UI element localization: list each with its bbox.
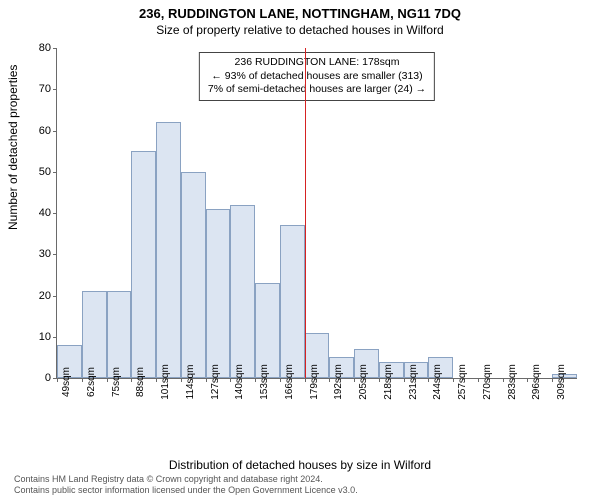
x-tick-label: 88sqm	[135, 367, 146, 397]
y-tick-mark	[53, 296, 57, 297]
x-tick-mark	[57, 378, 58, 382]
x-tick-label: 244sqm	[432, 364, 443, 400]
y-tick-label: 50	[39, 166, 51, 178]
x-tick-mark	[478, 378, 479, 382]
footer-line2: Contains public sector information licen…	[14, 485, 358, 496]
y-tick-label: 30	[39, 248, 51, 260]
y-tick-mark	[53, 89, 57, 90]
chart-title: 236, RUDDINGTON LANE, NOTTINGHAM, NG11 7…	[0, 0, 600, 21]
x-tick-mark	[305, 378, 306, 382]
footer-attribution: Contains HM Land Registry data © Crown c…	[14, 474, 358, 496]
x-tick-label: 283sqm	[507, 364, 518, 400]
bar	[280, 225, 305, 378]
bar	[82, 291, 107, 378]
x-tick-mark	[428, 378, 429, 382]
annotation-line2: ← 93% of detached houses are smaller (31…	[208, 70, 426, 84]
annotation-line3: 7% of semi-detached houses are larger (2…	[208, 83, 426, 97]
y-tick-mark	[53, 131, 57, 132]
x-tick-label: 114sqm	[185, 365, 196, 400]
x-tick-mark	[206, 378, 207, 382]
x-tick-label: 270sqm	[482, 364, 493, 400]
x-tick-mark	[131, 378, 132, 382]
x-tick-mark	[156, 378, 157, 382]
y-axis-label: Number of detached properties	[6, 65, 20, 230]
x-tick-label: 62sqm	[86, 367, 97, 397]
x-axis-label: Distribution of detached houses by size …	[0, 458, 600, 472]
x-tick-mark	[552, 378, 553, 382]
bar	[181, 172, 206, 378]
x-tick-label: 257sqm	[457, 364, 468, 400]
reference-line	[305, 48, 306, 378]
x-tick-label: 231sqm	[408, 364, 419, 400]
x-tick-mark	[329, 378, 330, 382]
bar	[206, 209, 231, 378]
x-tick-mark	[404, 378, 405, 382]
x-tick-mark	[354, 378, 355, 382]
x-tick-label: 140sqm	[234, 364, 245, 400]
bar	[156, 122, 181, 378]
x-tick-mark	[82, 378, 83, 382]
y-tick-mark	[53, 172, 57, 173]
footer-line1: Contains HM Land Registry data © Crown c…	[14, 474, 358, 485]
x-tick-mark	[230, 378, 231, 382]
x-tick-mark	[527, 378, 528, 382]
x-tick-label: 309sqm	[556, 364, 567, 400]
y-tick-label: 60	[39, 125, 51, 137]
x-tick-label: 75sqm	[111, 367, 122, 397]
x-tick-mark	[280, 378, 281, 382]
x-tick-mark	[379, 378, 380, 382]
x-tick-label: 179sqm	[309, 364, 320, 400]
x-tick-label: 205sqm	[358, 364, 369, 400]
y-tick-mark	[53, 213, 57, 214]
x-tick-mark	[107, 378, 108, 382]
chart-subtitle: Size of property relative to detached ho…	[0, 21, 600, 37]
y-tick-label: 40	[39, 207, 51, 219]
x-tick-label: 49sqm	[61, 367, 72, 397]
annotation-box: 236 RUDDINGTON LANE: 178sqm ← 93% of det…	[199, 52, 435, 101]
y-tick-label: 20	[39, 290, 51, 302]
y-tick-mark	[53, 337, 57, 338]
bar	[131, 151, 156, 378]
x-tick-mark	[181, 378, 182, 382]
y-tick-mark	[53, 48, 57, 49]
x-tick-label: 127sqm	[210, 364, 221, 400]
plot-region: 236 RUDDINGTON LANE: 178sqm ← 93% of det…	[56, 48, 577, 379]
x-tick-mark	[453, 378, 454, 382]
y-tick-label: 0	[45, 372, 51, 384]
x-tick-label: 192sqm	[333, 364, 344, 400]
x-tick-label: 101sqm	[160, 364, 171, 400]
y-tick-label: 70	[39, 83, 51, 95]
chart-area: 236 RUDDINGTON LANE: 178sqm ← 93% of det…	[56, 48, 576, 418]
x-tick-label: 153sqm	[259, 364, 270, 400]
y-tick-mark	[53, 254, 57, 255]
bar	[107, 291, 132, 378]
annotation-line1: 236 RUDDINGTON LANE: 178sqm	[208, 56, 426, 70]
x-tick-label: 218sqm	[383, 364, 394, 400]
x-tick-mark	[503, 378, 504, 382]
y-tick-label: 80	[39, 42, 51, 54]
bar	[230, 205, 255, 378]
x-tick-label: 296sqm	[531, 364, 542, 400]
y-tick-label: 10	[39, 331, 51, 343]
x-tick-label: 166sqm	[284, 364, 295, 400]
x-tick-mark	[255, 378, 256, 382]
